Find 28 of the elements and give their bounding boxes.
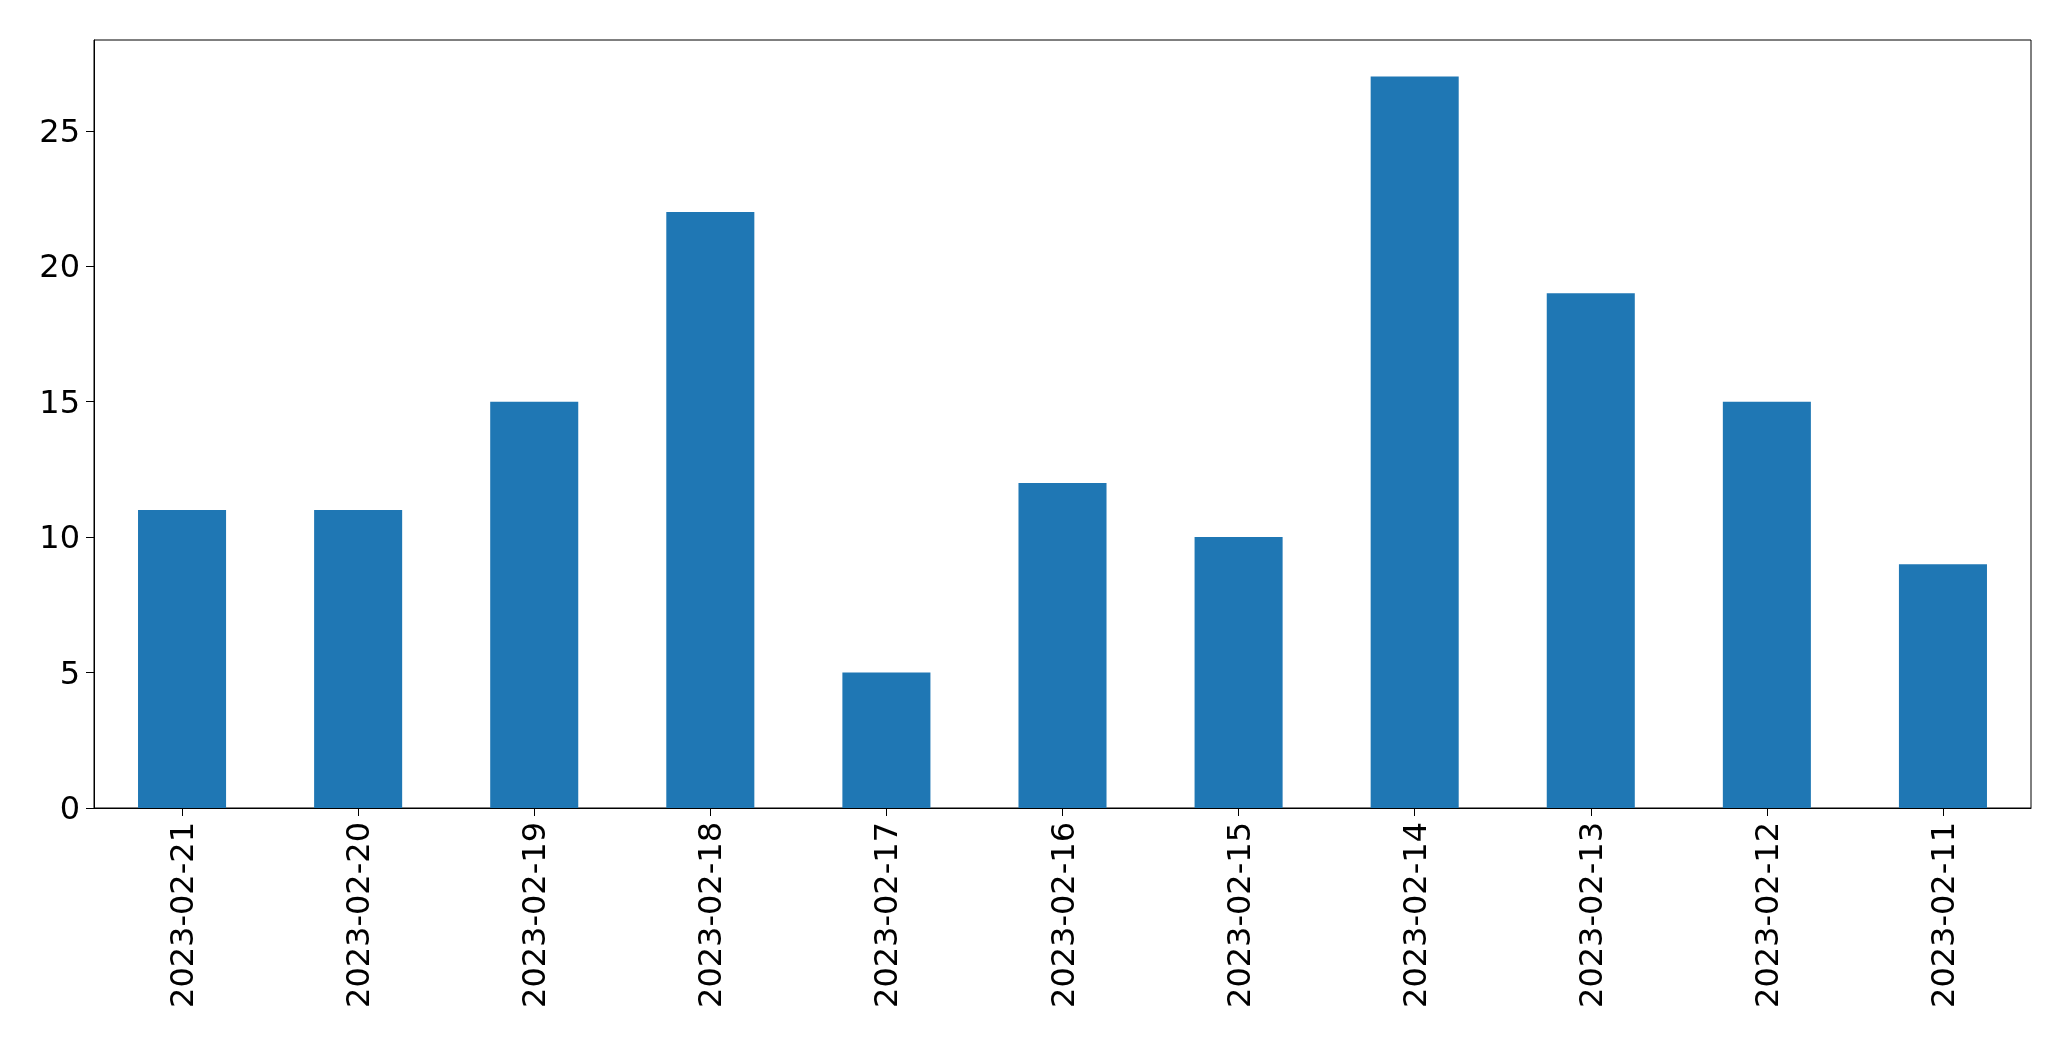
bar xyxy=(666,212,755,808)
x-tick-label: 2023-02-20 xyxy=(339,822,378,1008)
bar xyxy=(138,510,227,808)
y-tick-label: 5 xyxy=(59,653,80,692)
bar xyxy=(1370,76,1459,808)
y-tick-label: 25 xyxy=(39,111,80,150)
x-tick-label: 2023-02-14 xyxy=(1395,822,1434,1008)
bar xyxy=(1898,564,1987,808)
bar xyxy=(314,510,403,808)
x-tick-label: 2023-02-13 xyxy=(1571,822,1610,1008)
x-tick-label: 2023-02-16 xyxy=(1043,822,1082,1008)
bar xyxy=(1018,482,1107,808)
x-tick-label: 2023-02-17 xyxy=(867,822,906,1008)
bar xyxy=(1722,401,1811,808)
y-tick-label: 20 xyxy=(39,247,80,286)
bar xyxy=(1194,537,1283,808)
y-tick-label: 0 xyxy=(59,789,80,827)
bar xyxy=(842,672,931,808)
x-tick-label: 2023-02-21 xyxy=(163,822,202,1008)
bar xyxy=(490,401,579,808)
x-tick-label: 2023-02-11 xyxy=(1923,822,1962,1008)
y-tick-label: 10 xyxy=(39,518,80,557)
x-tick-label: 2023-02-19 xyxy=(515,822,554,1008)
bar xyxy=(1546,293,1635,808)
x-tick-label: 2023-02-12 xyxy=(1747,822,1786,1008)
x-tick-label: 2023-02-15 xyxy=(1219,822,1258,1008)
y-tick-label: 15 xyxy=(39,382,80,421)
x-tick-label: 2023-02-18 xyxy=(691,822,730,1008)
